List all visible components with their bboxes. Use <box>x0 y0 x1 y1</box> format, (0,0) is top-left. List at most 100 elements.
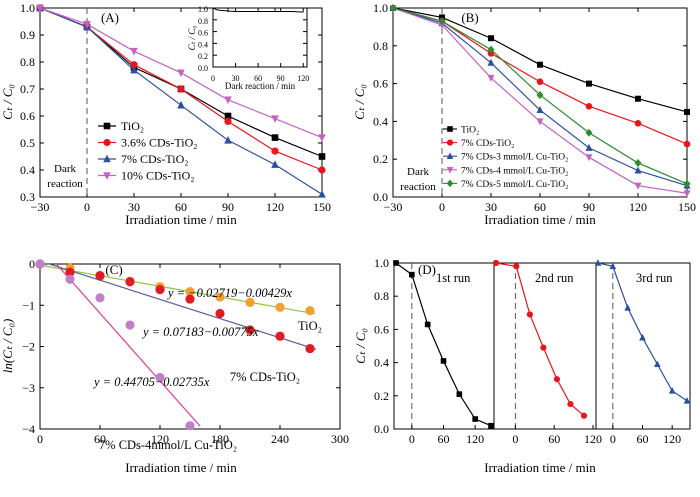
data-point <box>438 22 446 30</box>
panel-label: (A) <box>101 10 119 25</box>
data-point <box>513 263 520 270</box>
data-point <box>683 190 691 198</box>
y-tick-label: 0.2 <box>373 152 388 166</box>
x-tick-label: 60 <box>254 74 262 83</box>
data-point <box>177 100 185 109</box>
data-point <box>536 106 544 114</box>
y-tick-label: 0.4 <box>373 114 388 128</box>
y-tick-label: 1.0 <box>20 1 35 15</box>
data-point <box>487 74 495 82</box>
data-point <box>585 102 593 110</box>
x-tick-label: 240 <box>271 432 289 446</box>
y-tick-label: 0.6 <box>374 322 389 336</box>
data-point <box>271 160 279 168</box>
y-tick-label: 1.0 <box>373 1 388 15</box>
data-point <box>624 304 631 311</box>
x-tick-label: 60 <box>548 432 560 446</box>
y-tick-label: 0.8 <box>373 39 388 53</box>
x-tick-label: 120 <box>663 432 681 446</box>
x-tick-label: 60 <box>94 432 106 446</box>
y-tick-label: 0.4 <box>374 356 389 370</box>
data-point <box>103 122 111 130</box>
run-line <box>495 262 585 417</box>
fit-line <box>47 264 317 350</box>
x-tick-label: 90 <box>583 200 595 214</box>
data-point <box>472 416 478 422</box>
data-point <box>536 78 544 86</box>
data-point <box>271 147 279 155</box>
data-point <box>393 260 399 266</box>
panel-c: 0 60 120 180 240 300 0 −1 −2 −3 −4 (C) y = −0.02719−… <box>0 257 349 475</box>
dark-reaction-label: Dark <box>54 163 76 175</box>
data-point <box>438 17 446 26</box>
x-tick-label: 120 <box>151 432 169 446</box>
dark-reaction-label: reaction <box>47 178 83 190</box>
y-tick-label: 0 <box>29 257 35 271</box>
legend-label: 7% CDs-TiO₂ <box>461 139 514 149</box>
data-point <box>215 292 225 302</box>
data-point <box>553 376 561 383</box>
data-point <box>456 391 463 397</box>
data-point <box>318 166 326 174</box>
data-point <box>389 4 397 12</box>
y-tick-label: 0.0 <box>374 422 389 436</box>
data-point <box>683 179 691 188</box>
run-line <box>395 262 492 427</box>
series-label: 7% CDs-TiO₂ <box>230 370 300 384</box>
data-point <box>245 297 255 307</box>
data-point <box>130 47 138 56</box>
y-tick-label: −2 <box>22 340 35 354</box>
fit-line <box>40 264 316 315</box>
data-point <box>536 90 544 99</box>
data-point <box>684 108 690 115</box>
x-tick-label: 0 <box>439 200 445 214</box>
data-point <box>585 143 593 151</box>
data-point <box>103 172 111 180</box>
inset-y-label: Cₜ / C₀ <box>187 26 197 51</box>
data-point <box>585 128 593 137</box>
data-point <box>155 372 165 383</box>
y-tick-label: −3 <box>22 381 35 395</box>
data-point <box>634 158 642 167</box>
data-point <box>683 396 691 404</box>
fit-line <box>55 264 201 427</box>
x-tick-label: 150 <box>678 200 696 214</box>
data-point <box>185 421 195 431</box>
y-axis-label: ln(Cₜ / C₀) <box>0 319 15 374</box>
legend-label: 7% CDs-5 mmol/L Cu-TiO₂ <box>461 180 568 190</box>
x-tick-label: 60 <box>637 432 649 446</box>
inset-x-label: Dark reaction / min <box>225 81 296 91</box>
data-point <box>526 311 533 318</box>
data-point <box>447 126 453 132</box>
data-point <box>224 117 232 125</box>
y-tick-label: 0.6 <box>20 109 35 123</box>
data-point <box>130 61 138 69</box>
data-point <box>185 287 195 297</box>
data-point <box>177 85 185 93</box>
data-point <box>185 294 195 304</box>
data-point <box>668 387 676 394</box>
data-point <box>635 95 641 102</box>
x-axis-label: Irradiation time / min <box>125 212 237 227</box>
data-point <box>275 302 285 312</box>
y-tick-label: 1.0 <box>374 256 389 270</box>
data-point <box>215 308 225 319</box>
panel-d: 0.0 0.2 0.4 0.6 0.8 1.0 (D) 0 60 120 1st run 0 60 120… <box>353 256 691 475</box>
legend-label: TiO₂ <box>121 119 144 133</box>
plot-frame <box>393 262 691 430</box>
data-point <box>65 267 75 277</box>
run-label: 1st run <box>436 271 471 285</box>
data-point <box>409 271 415 278</box>
x-tick-label: 60 <box>175 200 187 214</box>
data-point <box>446 152 454 159</box>
data-point <box>305 306 315 316</box>
data-point <box>580 412 588 419</box>
y-tick-label: 0.6 <box>373 77 388 91</box>
data-point <box>318 190 326 198</box>
x-tick-label: 0 <box>84 200 90 214</box>
x-tick-label: −30 <box>384 200 403 214</box>
data-point <box>488 35 494 42</box>
dark-reaction-label: reaction <box>400 181 436 193</box>
data-point <box>103 138 111 147</box>
